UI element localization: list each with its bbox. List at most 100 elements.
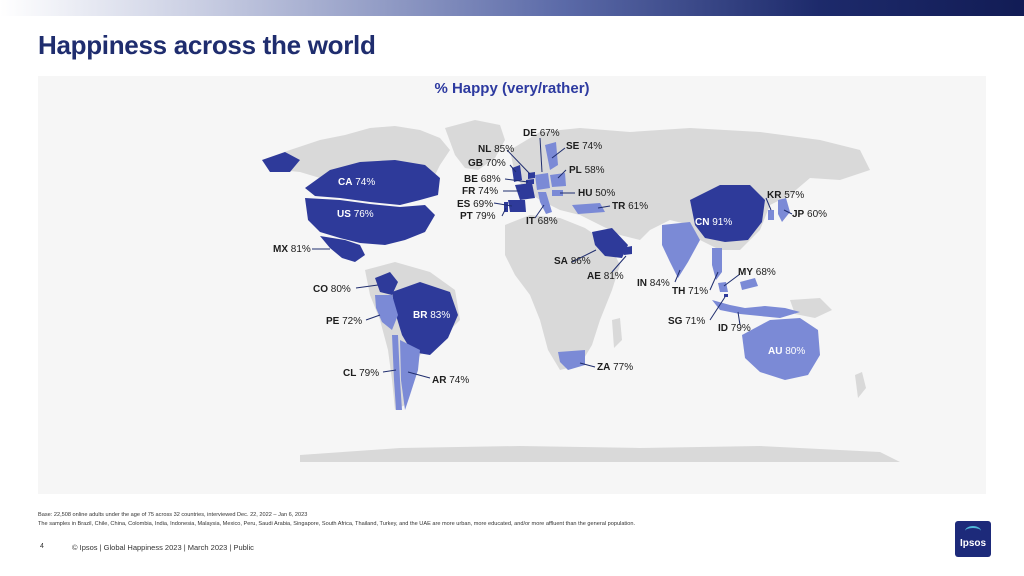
country-th — [712, 248, 722, 280]
leader-be — [504, 178, 529, 183]
label-se: SE 74% — [566, 141, 602, 152]
label-us: US 76% — [337, 209, 374, 220]
leader-pe — [365, 314, 381, 321]
country-hu — [552, 190, 563, 196]
leader-pl — [557, 169, 567, 179]
country-ar — [400, 340, 420, 410]
base-note: Base: 22,508 online adults under the age… — [38, 512, 308, 518]
country-my — [718, 278, 758, 292]
leader-th — [709, 271, 719, 291]
leader-gb — [509, 164, 517, 173]
land-greenland — [445, 120, 505, 170]
country-ca — [305, 160, 440, 205]
label-my: MY 68% — [738, 267, 776, 278]
label-fr: FR 74% — [462, 186, 498, 197]
country-be — [526, 179, 534, 184]
label-br: BR 83% — [413, 310, 450, 321]
label-it: IT 68% — [526, 216, 558, 227]
leader-lines — [312, 137, 793, 379]
leader-ar — [407, 371, 431, 379]
country-br — [392, 282, 458, 355]
label-mx: MX 81% — [273, 244, 311, 255]
label-pl: PL 58% — [569, 165, 605, 176]
leader-sa — [571, 249, 597, 263]
country-labels: DE 67% SE 74% NL 85% GB 70% PL 58% BE 68… — [273, 128, 827, 386]
label-nl: NL 85% — [478, 144, 514, 155]
label-be: BE 68% — [464, 174, 501, 185]
label-jp: JP 60% — [792, 209, 827, 220]
label-sg: SG 71% — [668, 316, 705, 327]
country-pl — [550, 173, 566, 187]
country-es — [508, 200, 526, 212]
country-gb — [512, 165, 522, 182]
label-cl: CL 79% — [343, 368, 379, 379]
label-pe: PE 72% — [326, 316, 362, 327]
label-au: AU 80% — [768, 346, 805, 357]
label-cn: CN 91% — [695, 217, 732, 228]
country-us — [305, 198, 435, 245]
leader-my — [723, 273, 741, 287]
label-sa: SA 86% — [554, 256, 591, 267]
land-new-zealand — [855, 372, 866, 398]
country-mx — [320, 236, 365, 262]
country-ae — [622, 246, 632, 255]
footer-text: © Ipsos | Global Happiness 2023 | March … — [72, 543, 254, 552]
label-za: ZA 77% — [597, 362, 633, 373]
label-pt: PT 79% — [460, 211, 496, 222]
country-au — [742, 318, 820, 380]
logo-text: Ipsos — [959, 538, 987, 549]
label-ae: AE 81% — [587, 271, 624, 282]
country-cl — [392, 335, 402, 410]
country-se — [545, 142, 558, 170]
label-hu: HU 50% — [578, 188, 615, 199]
label-es: ES 69% — [457, 199, 493, 210]
country-cn — [690, 185, 765, 242]
country-co — [375, 272, 398, 295]
leader-co — [355, 284, 379, 289]
map-subtitle: % Happy (very/rather) — [434, 80, 590, 97]
leader-ae — [611, 255, 627, 273]
label-gb: GB 70% — [468, 158, 506, 169]
page-number: 4 — [40, 543, 44, 550]
leader-sg — [709, 296, 726, 321]
samples-note: The samples in Brazil, Chile, China, Col… — [38, 521, 636, 527]
land-madagascar — [612, 318, 622, 348]
country-pe — [375, 295, 398, 330]
country-it — [538, 192, 552, 214]
land-eurasia — [510, 128, 870, 250]
label-de: DE 67% — [523, 128, 560, 139]
leader-cl — [382, 369, 397, 373]
leader-kr — [765, 197, 772, 211]
leader-tr — [597, 205, 611, 209]
label-th: TH 71% — [672, 286, 708, 297]
leader-de — [539, 137, 543, 173]
label-kr: KR 57% — [767, 190, 804, 201]
leader-jp — [783, 209, 793, 215]
country-tr — [572, 203, 605, 214]
ipsos-logo: Ipsos — [955, 521, 991, 557]
land-antarctica — [300, 446, 900, 462]
country-de — [535, 173, 550, 190]
country-id — [712, 300, 800, 318]
leader-it — [534, 204, 545, 219]
leader-se — [551, 147, 566, 159]
label-ar: AR 74% — [432, 375, 469, 386]
label-co: CO 80% — [313, 284, 351, 295]
country-in — [662, 222, 700, 278]
land-png — [790, 298, 832, 318]
leader-es — [493, 202, 513, 207]
country-fr — [515, 183, 535, 200]
land-base — [262, 120, 900, 462]
leader-pt — [501, 207, 507, 217]
label-in: IN 84% — [637, 278, 670, 289]
label-ca: CA 74% — [338, 177, 375, 188]
country-za — [558, 350, 585, 370]
page-title: Happiness across the world — [38, 30, 376, 60]
country-sa — [592, 228, 628, 258]
country-sg — [724, 294, 728, 297]
top-gradient-bar — [0, 0, 1024, 16]
label-id: ID 79% — [718, 323, 751, 334]
leader-in — [674, 269, 681, 283]
leader-nl — [506, 149, 531, 175]
